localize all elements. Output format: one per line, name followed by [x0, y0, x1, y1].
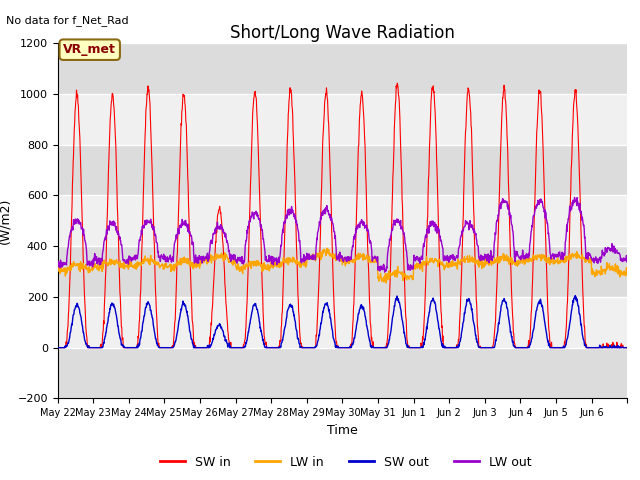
- Y-axis label: (W/m2): (W/m2): [0, 198, 12, 244]
- Bar: [58, 43, 627, 94]
- Text: VR_met: VR_met: [63, 43, 116, 56]
- X-axis label: Time: Time: [327, 424, 358, 437]
- Bar: [58, 348, 627, 398]
- Text: No data for f_Net_Rad: No data for f_Net_Rad: [6, 15, 129, 26]
- Legend: SW in, LW in, SW out, LW out: SW in, LW in, SW out, LW out: [155, 451, 536, 474]
- Bar: [58, 94, 627, 144]
- Bar: [58, 195, 627, 246]
- Bar: [58, 144, 627, 195]
- Title: Short/Long Wave Radiation: Short/Long Wave Radiation: [230, 24, 455, 42]
- Bar: [58, 297, 627, 348]
- Bar: [58, 246, 627, 297]
